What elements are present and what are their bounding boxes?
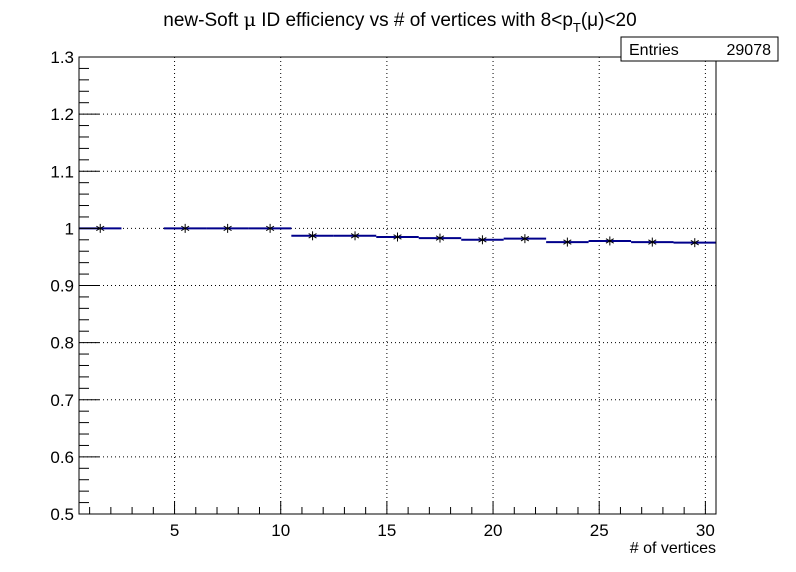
y-tick-label: 0.5 <box>50 505 74 524</box>
data-point-marker <box>605 236 614 246</box>
x-tick-label: 5 <box>170 521 179 540</box>
y-tick-label: 0.9 <box>50 277 74 296</box>
data-layer <box>79 223 716 248</box>
data-point-marker <box>181 223 190 233</box>
grid <box>79 57 716 514</box>
x-tick-label: 25 <box>590 521 609 540</box>
title-suffix: (μ)<20 <box>581 10 637 31</box>
data-point-marker <box>393 232 402 242</box>
data-point-marker <box>648 237 657 247</box>
y-tick-label: 1 <box>65 219 74 238</box>
x-tick-label: 20 <box>484 521 503 540</box>
data-point-marker <box>223 223 232 233</box>
data-point-marker <box>96 223 105 233</box>
data-point-marker <box>308 231 317 241</box>
y-tick-label: 0.8 <box>50 334 74 353</box>
x-tick-label: 15 <box>377 521 396 540</box>
axes: 5 10 15 20 25 30 0.5 0.6 0.7 0.8 0.9 1 1.1 1.2 1.3 <box>50 48 714 540</box>
stats-entries-label: Entries <box>629 42 679 59</box>
stats-entries-value: 29078 <box>727 42 772 59</box>
data-point-marker <box>478 235 487 245</box>
y-tick-label: 1.1 <box>50 162 74 181</box>
x-axis-label: # of vertices <box>630 540 716 557</box>
data-point-marker <box>520 234 530 244</box>
y-tick-label: 1.2 <box>50 105 74 124</box>
x-tick-label: 10 <box>271 521 290 540</box>
data-point-marker <box>435 233 445 243</box>
title-prefix: new-Soft <box>163 10 243 31</box>
title-subscript: T <box>573 20 581 35</box>
data-point-marker <box>690 238 699 248</box>
stats-box-frame <box>620 36 779 62</box>
x-tick-label: 30 <box>696 521 715 540</box>
stats-box: Entries 29078 <box>620 36 779 62</box>
title-middle: ID efficiency vs # of vertices with 8<p <box>256 10 573 31</box>
data-point-marker <box>563 237 572 247</box>
title-mu: μ <box>244 9 256 31</box>
y-tick-label: 0.6 <box>50 448 74 467</box>
data-point-marker <box>350 231 360 241</box>
y-tick-label: 0.7 <box>50 391 74 410</box>
chart-title: new-Soft μ ID efficiency vs # of vertice… <box>163 9 636 35</box>
y-tick-label: 1.3 <box>50 48 74 67</box>
data-point-marker <box>265 223 275 233</box>
